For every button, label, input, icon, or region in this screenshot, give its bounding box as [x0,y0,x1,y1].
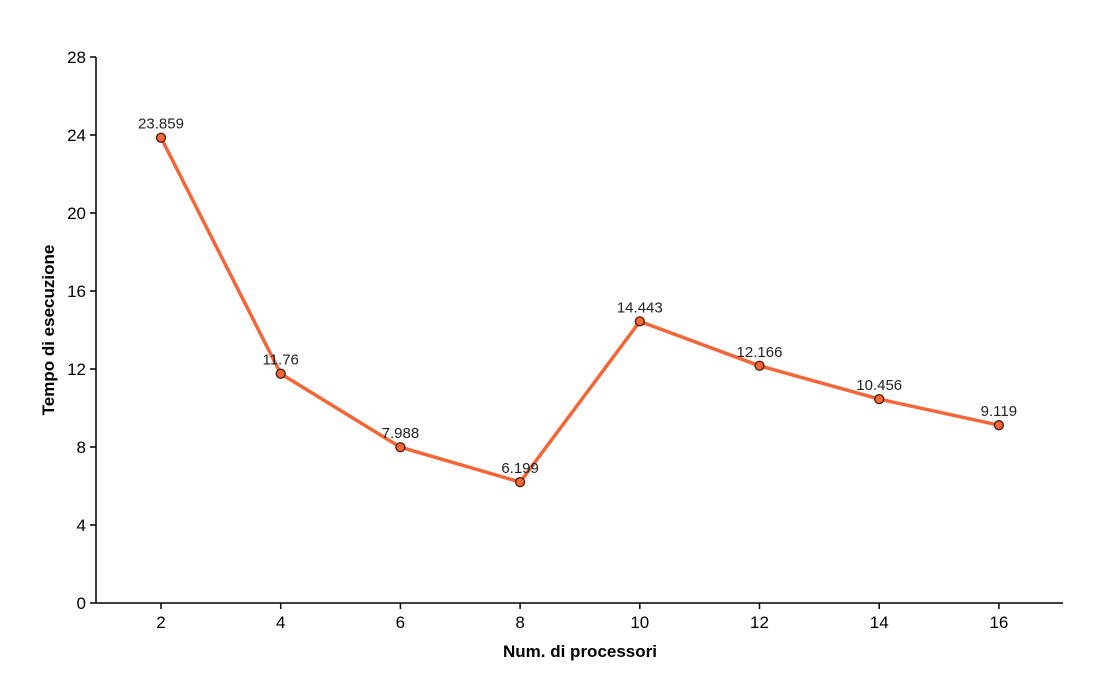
series-marks: 23.859 11.76 7.988 6.199 14.443 12.166 10.456 9… [138,116,1017,488]
x-tick-label: 8 [515,613,524,632]
data-point [634,316,645,327]
y-tick-label: 8 [77,438,86,457]
x-tick-label: 4 [276,613,285,632]
data-point [155,132,167,143]
y-tick-label: 0 [77,594,86,613]
y-tick-label: 12 [67,360,86,379]
x-tick-label: 6 [396,613,405,632]
data-label: 23.859 [138,116,184,133]
series-line [159,135,1001,484]
data-label: 6.199 [501,460,539,477]
data-label: 11.76 [262,352,298,369]
data-point [395,442,406,453]
y-tick-label: 4 [77,516,86,535]
y-axis-title: Tempo di esecuzione [39,245,58,416]
x-tick-label: 12 [750,613,769,632]
data-point [275,368,286,379]
x-axis-title: Num. di processori [503,642,657,661]
data-point [754,360,765,371]
y-tick-label: 20 [67,204,86,223]
data-label: 14.443 [617,299,663,316]
data-label: 12.166 [737,344,783,361]
data-label: 10.456 [856,377,902,394]
y-tick-label: 24 [67,126,86,145]
x-tick-label: 16 [989,613,1008,632]
data-point [514,476,526,488]
y-tick-label: 16 [67,282,86,301]
data-label: 9.119 [981,403,1017,420]
x-tick-label: 14 [870,613,889,632]
x-tick-label: 10 [630,613,649,632]
data-point [993,420,1005,431]
data-label: 7.988 [382,425,420,442]
y-tick-label: 28 [67,48,86,67]
data-point [874,393,885,405]
x-tick-label: 2 [156,613,165,632]
